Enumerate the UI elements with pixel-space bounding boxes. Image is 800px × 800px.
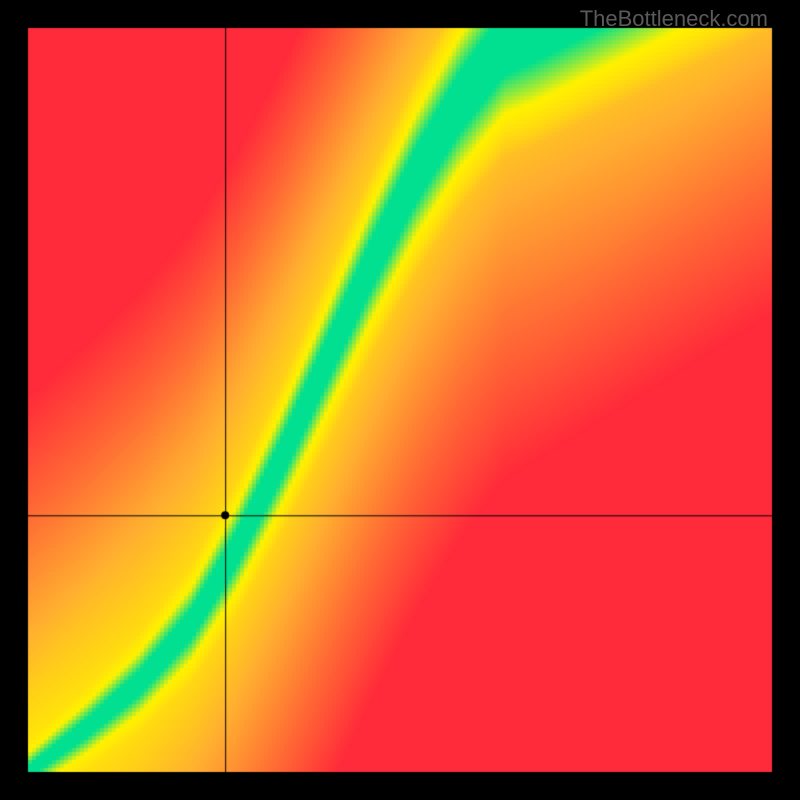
- watermark-text: TheBottleneck.com: [580, 6, 768, 32]
- chart-frame: TheBottleneck.com: [0, 0, 800, 800]
- bottleneck-heatmap-canvas: [0, 0, 800, 800]
